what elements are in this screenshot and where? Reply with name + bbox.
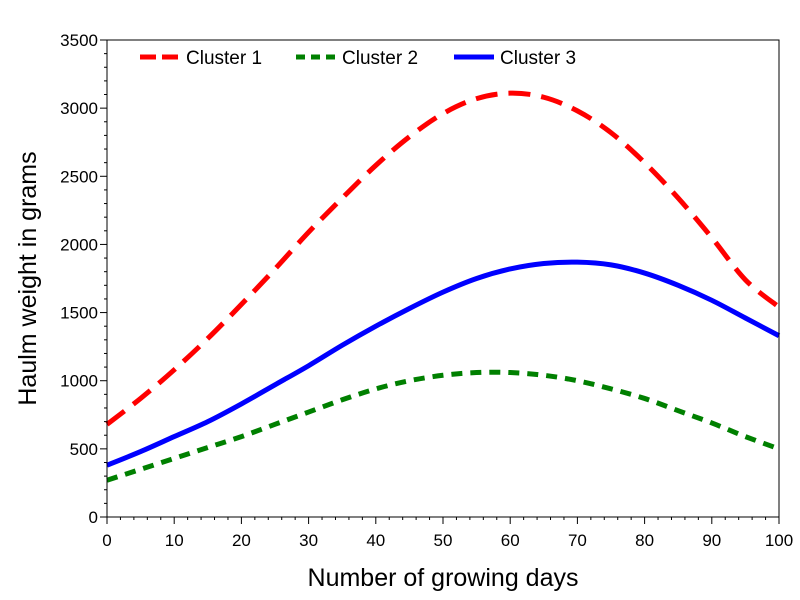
x-tick-label: 70: [568, 531, 587, 550]
legend-label-cluster-1: Cluster 1: [186, 48, 262, 69]
x-tick-label: 80: [635, 531, 654, 550]
x-tick-label: 50: [434, 531, 453, 550]
x-axis: 0 10 20 30 40 50 60 70 80 90 100: [102, 517, 793, 550]
x-tick-label: 40: [366, 531, 385, 550]
legend: Cluster 1 Cluster 2 Cluster 3: [140, 48, 576, 69]
series-line-cluster-2: [106, 369, 780, 483]
y-tick-label: 1500: [60, 304, 98, 323]
y-axis: 0 500 1000 1500 2000 2500 3000 3500: [60, 31, 107, 527]
x-tick-label: 20: [232, 531, 251, 550]
y-axis-title: Haulm weight in grams: [14, 151, 42, 405]
x-tick-label: 10: [165, 531, 184, 550]
y-tick-label: 2500: [60, 167, 98, 186]
x-tick-label: 30: [299, 531, 318, 550]
x-tick-label: 90: [702, 531, 721, 550]
series-layer: [105, 90, 781, 483]
x-tick-label: 100: [765, 531, 793, 550]
y-tick-label: 2000: [60, 235, 98, 254]
series-line-cluster-3: [106, 259, 781, 468]
y-tick-label: 3000: [60, 99, 98, 118]
legend-label-cluster-3: Cluster 3: [500, 48, 576, 69]
y-tick-label: 500: [70, 440, 98, 459]
plot-frame: [106, 39, 780, 518]
x-axis-title: Number of growing days: [308, 564, 579, 592]
series-line-cluster-1: [105, 90, 781, 427]
x-tick-label: 0: [102, 531, 111, 550]
y-tick-label: 1000: [60, 372, 98, 391]
legend-label-cluster-2: Cluster 2: [342, 48, 418, 69]
y-tick-label: 3500: [60, 31, 98, 50]
x-tick-label: 60: [501, 531, 520, 550]
y-tick-label: 0: [89, 508, 98, 527]
